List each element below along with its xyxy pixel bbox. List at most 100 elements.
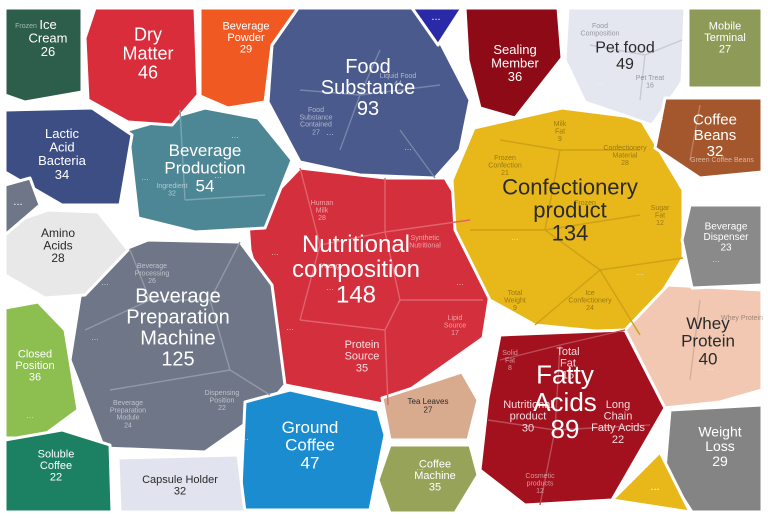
cell-name: Beverage Production	[164, 141, 245, 178]
subcell-divider-fatty-acids-5	[554, 424, 651, 431]
subcell-value: 16	[646, 83, 654, 90]
subcell-value: 24	[586, 305, 594, 312]
subcell-label-confectionery-material: Confectionery Material 28	[603, 145, 647, 167]
cell-mobile-terminal[interactable]: Mobile Terminal: 27	[686, 6, 764, 90]
cell-pet-food[interactable]: Pet food: 49	[563, 6, 687, 127]
subcell-divider-confectionery-product-1	[499, 139, 561, 151]
subcell-label-young: Young	[320, 263, 340, 270]
cell-value: 125	[161, 349, 194, 371]
cell-unlabeled-1[interactable]	[410, 6, 464, 47]
cell-value: 134	[552, 221, 589, 246]
cell-beverage-production[interactable]: Beverage Production: 54	[126, 106, 294, 234]
subcell-divider-nutritional-composition-2	[319, 231, 386, 246]
subcell-value: 22	[612, 434, 624, 446]
subcell-divider-fatty-acids-6	[539, 429, 556, 506]
cell-value: 93	[357, 98, 379, 120]
cell-value: 36	[508, 69, 522, 84]
cell-name: Beverage Powder	[222, 20, 269, 44]
subcell-value: 15	[562, 370, 574, 382]
subcell-divider-beverage-preparation-machine-1	[129, 249, 151, 301]
subcell-divider-nutritional-composition-10	[384, 329, 389, 406]
subcell-label-frozen: Frozen	[574, 200, 596, 207]
cell-unlabeled-2[interactable]	[3, 176, 42, 237]
cell-name: Closed Position	[15, 348, 54, 372]
cell-value: 27	[424, 406, 433, 415]
cell-value: 40	[699, 349, 718, 368]
subcell-label-green-coffee-beans: Green Coffee Beans	[690, 157, 754, 164]
subcell-divider-confectionery-product-7	[534, 269, 601, 326]
subcell-value: 44	[394, 81, 402, 88]
subcell-divider-confectionery-product-9	[599, 269, 641, 336]
ellipsis-label: ...	[650, 481, 659, 493]
subcell-divider-beverage-preparation-machine-4	[209, 241, 241, 301]
subcell-divider-fatty-acids-3	[554, 344, 561, 431]
ellipsis-marker: ...	[141, 172, 149, 182]
cell-name: Sealing Member	[491, 42, 539, 71]
subcell-divider-confectionery-product-6	[599, 257, 684, 271]
subcell-divider-beverage-production-1	[179, 109, 186, 201]
subcell-value: 12	[656, 220, 664, 227]
subcell-divider-fatty-acids-4	[487, 419, 556, 431]
subcell-label-protein-source: Protein Source 35	[345, 339, 380, 375]
cell-value: 148	[336, 281, 376, 308]
cell-name: Beverage Preparation Machine	[126, 286, 229, 350]
cell-ice-cream[interactable]: Ice Cream: 26	[3, 6, 84, 104]
subcell-divider-beverage-preparation-machine-7	[229, 369, 271, 396]
cell-amino-acids[interactable]: Amino Acids: 28	[3, 208, 130, 300]
cell-value: 32	[707, 143, 724, 160]
cell-value: 35	[429, 481, 441, 493]
subcell-value: 9	[558, 136, 562, 143]
subcell-divider-confectionery-product-3	[544, 149, 561, 231]
cell-value: 47	[301, 453, 320, 472]
subcell-divider-food-substance-2	[359, 84, 441, 96]
subcell-divider-nutritional-composition-6	[299, 319, 386, 331]
subcell-label-total-fat: Total Fat 15	[556, 346, 579, 382]
cell-unlabeled-3[interactable]	[610, 450, 692, 514]
subcell-label-food-substance-contained: Food Substance Contained 27	[299, 107, 332, 136]
cell-tea-leaves[interactable]: Tea Leaves: 27	[380, 370, 480, 442]
cell-value: 46	[138, 62, 158, 82]
subcell-divider-food-substance-5	[399, 129, 436, 179]
ellipsis-marker: ...	[596, 77, 604, 87]
subcell-divider-pet-food-1	[589, 44, 646, 56]
cell-lactic-acid-bacteria[interactable]: Lactic Acid Bacteria: 34	[3, 106, 134, 207]
subcell-divider-beverage-production-2	[184, 194, 266, 201]
cell-capsule-holder[interactable]: Capsule Holder: 32	[116, 453, 247, 514]
cell-beverage-powder[interactable]: Beverage Powder: 29	[198, 6, 300, 110]
subcell-divider-nutritional-composition-5	[299, 244, 321, 321]
subcell-divider-fatty-acids-2	[559, 329, 626, 346]
cell-beverage-dispenser[interactable]: Beverage Dispenser: 23	[680, 203, 764, 290]
ellipsis-marker: ...	[241, 432, 249, 442]
subcell-label-pet-treat: Pet Treat 16	[636, 75, 664, 90]
cell-weight-loss[interactable]: Weight Loss: 29	[663, 403, 764, 514]
subcell-value: 28	[318, 215, 326, 222]
cell-value: 36	[29, 371, 41, 383]
subcell-divider-beverage-preparation-machine-5	[209, 299, 231, 371]
cell-sealing-member[interactable]: Sealing Member: 36	[463, 6, 564, 120]
subcell-label-total-weight: Total Weight 9	[504, 290, 526, 312]
cell-coffee-machine[interactable]: Coffee Machine: 35	[376, 443, 480, 515]
cell-coffee-beans[interactable]: Coffee Beans: 32	[653, 96, 764, 180]
cell-dry-matter[interactable]: Dry Matter: 46	[83, 6, 200, 127]
cell-value: 27	[719, 43, 731, 55]
ellipsis-marker: ...	[656, 112, 664, 122]
cell-soluble-coffee[interactable]: Soluble Coffee: 22	[3, 428, 114, 514]
cell-name: Coffee Beans	[693, 111, 737, 144]
subcell-value: 27	[312, 129, 320, 136]
cell-name: Confectionery product	[502, 175, 638, 223]
subcell-value: 35	[356, 363, 368, 375]
cell-closed-position[interactable]: Closed Position: 36	[3, 300, 80, 440]
cell-name: Amino Acids	[41, 226, 75, 253]
subcell-divider-nutritional-composition-7	[384, 231, 401, 301]
subcell-label-ice-confectionery: Ice Confectionery 24	[568, 290, 612, 312]
cell-name: Beverage Dispenser	[703, 222, 749, 244]
subcell-divider-beverage-preparation-machine-2	[84, 299, 151, 331]
